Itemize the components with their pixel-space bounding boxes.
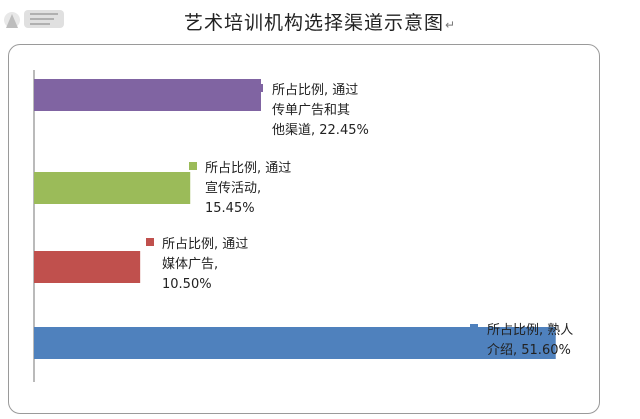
data-label-0-line-0: 所占比例, 通过 [272,83,358,98]
label-swatch-0 [255,84,263,92]
data-label-3-line-1: 介绍, 51.60% [487,343,571,358]
watermark-logo [4,10,64,28]
bar-3 [34,327,556,359]
return-mark: ↵ [444,18,457,32]
label-swatch-2 [146,238,154,246]
bar-2 [34,251,141,283]
bar-0 [34,79,261,111]
bar-1 [34,172,191,204]
data-label-2-line-0: 所占比例, 通过 [162,237,248,252]
data-label-1-line-1: 宣传活动, [205,180,261,196]
label-swatch-1 [189,162,197,170]
chart-title: 艺术培训机构选择渠道示意图↵ [183,12,457,34]
data-label-3-line-0: 所占比例, 熟人 [487,322,573,338]
data-label-0-line-2: 他渠道, 22.45% [272,123,369,138]
label-swatch-3 [470,324,478,332]
data-label-0-line-1: 传单广告和其 [272,103,350,118]
data-label-2-line-1: 媒体广告, [162,257,218,272]
data-label-2-line-2: 10.50% [162,277,212,292]
data-label-1-line-2: 15.45% [205,201,255,216]
data-label-1-line-0: 所占比例, 通过 [205,161,291,176]
